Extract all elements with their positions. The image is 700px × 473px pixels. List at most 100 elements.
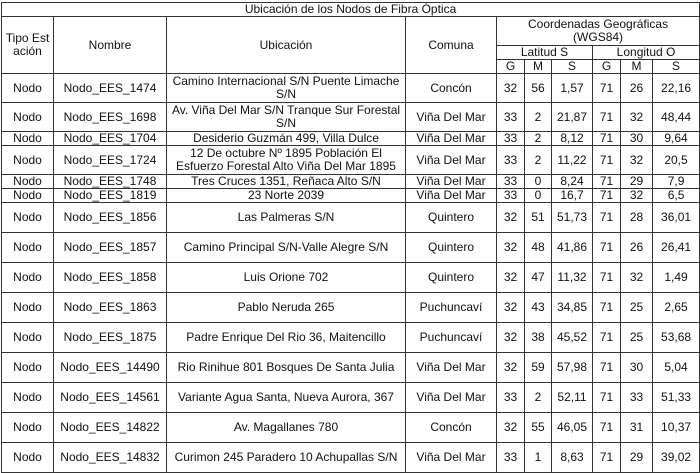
cell-nombre: Nodo_EES_1819 xyxy=(53,188,167,203)
cell-ubicacion: Tres Cruces 1351, Reñaca Alto S/N xyxy=(166,174,406,189)
cell-lat-m: 2 xyxy=(524,131,552,146)
cell-lon-m: 32 xyxy=(620,262,653,293)
cell-comuna: Viña Del Mar xyxy=(405,188,497,203)
cell-lon-s: 20,5 xyxy=(651,145,700,175)
table-row: Nodo Nodo_EES_1863 Pablo Neruda 265 Puchunc… xyxy=(1,292,700,323)
cell-lat-s: 11,32 xyxy=(551,262,593,293)
cell-nombre: Nodo_EES_1857 xyxy=(53,232,167,263)
cell-tipo: Nodo xyxy=(1,382,54,413)
cell-lat-m: 56 xyxy=(524,73,552,103)
table-row: Nodo Nodo_EES_14561 Variante Agua Santa, N… xyxy=(1,382,700,413)
table-row: Nodo Nodo_EES_1858 Luis Orione 702 Quintero… xyxy=(1,262,700,293)
table-title: Ubicación de los Nodos de Fibra Óptica xyxy=(0,2,700,17)
cell-lon-s: 10,37 xyxy=(651,412,700,443)
cell-ubicacion: Las Palmeras S/N xyxy=(166,202,406,233)
cell-lon-m: 29 xyxy=(620,442,653,473)
cell-lon-g: 71 xyxy=(592,131,621,146)
cell-lon-m: 29 xyxy=(620,174,653,189)
cell-lon-g: 71 xyxy=(592,322,621,353)
cell-lat-g: 33 xyxy=(496,442,525,473)
table-row: Nodo Nodo_EES_1875 Padre Enrique Del Rio 3… xyxy=(1,322,700,353)
cell-ubicacion: Luis Orione 702 xyxy=(166,262,406,293)
cell-lat-s: 21,87 xyxy=(551,102,593,132)
cell-lat-s: 52,11 xyxy=(551,382,593,413)
cell-comuna: Quintero xyxy=(405,202,497,233)
cell-comuna: Viña Del Mar xyxy=(405,442,497,473)
cell-lat-m: 2 xyxy=(524,382,552,413)
cell-lon-s: 7,9 xyxy=(651,174,700,189)
cell-comuna: Viña Del Mar xyxy=(405,131,497,146)
cell-tipo: Nodo xyxy=(1,352,54,383)
cell-lat-s: 34,85 xyxy=(551,292,593,323)
cell-lon-s: 48,44 xyxy=(651,102,700,132)
cell-nombre: Nodo_EES_1704 xyxy=(53,131,167,146)
cell-lon-m: 32 xyxy=(620,102,653,132)
cell-lon-m: 26 xyxy=(620,232,653,263)
cell-lat-m: 55 xyxy=(524,412,552,443)
cell-lon-s: 1,49 xyxy=(651,262,700,293)
table-row: Nodo Nodo_EES_1698 Av. Viña Del Mar S/N Tr… xyxy=(1,102,700,132)
cell-lat-g: 33 xyxy=(496,188,525,203)
cell-lon-s: 51,33 xyxy=(651,382,700,413)
cell-comuna: Puchuncaví xyxy=(405,292,497,323)
cell-ubicacion: Pablo Neruda 265 xyxy=(166,292,406,323)
cell-lon-g: 71 xyxy=(592,352,621,383)
cell-lat-s: 1,57 xyxy=(551,73,593,103)
cell-lon-m: 25 xyxy=(620,322,653,353)
cell-lon-m: 26 xyxy=(620,73,653,103)
cell-tipo: Nodo xyxy=(1,188,54,203)
table-row: Nodo Nodo_EES_1748 Tres Cruces 1351, Reñac… xyxy=(1,174,700,189)
cell-nombre: Nodo_EES_14832 xyxy=(53,442,167,473)
cell-lon-g: 71 xyxy=(592,232,621,263)
cell-nombre: Nodo_EES_1856 xyxy=(53,202,167,233)
cell-lat-g: 32 xyxy=(496,73,525,103)
cell-lon-s: 9,64 xyxy=(651,131,700,146)
table-row: Nodo Nodo_EES_14490 Rio Rinihue 801 Bosque… xyxy=(1,352,700,383)
cell-tipo: Nodo xyxy=(1,174,54,189)
cell-lat-s: 41,86 xyxy=(551,232,593,263)
header-lat-g: G xyxy=(496,59,525,74)
cell-ubicacion: Curimon 245 Paradero 10 Achupallas S/N xyxy=(166,442,406,473)
cell-nombre: Nodo_EES_1858 xyxy=(53,262,167,293)
cell-lon-m: 31 xyxy=(620,412,653,443)
cell-lat-s: 8,24 xyxy=(551,174,593,189)
cell-comuna: Quintero xyxy=(405,262,497,293)
cell-ubicacion: 23 Norte 2039 xyxy=(166,188,406,203)
table-row: Nodo Nodo_EES_14832 Curimon 245 Paradero 1… xyxy=(1,442,700,473)
cell-tipo: Nodo xyxy=(1,322,54,353)
cell-lon-s: 2,65 xyxy=(651,292,700,323)
cell-lat-g: 33 xyxy=(496,174,525,189)
cell-lat-s: 57,98 xyxy=(551,352,593,383)
cell-lon-g: 71 xyxy=(592,174,621,189)
cell-lat-s: 11,22 xyxy=(551,145,593,175)
cell-lon-g: 71 xyxy=(592,145,621,175)
cell-ubicacion: Av. Magallanes 780 xyxy=(166,412,406,443)
cell-lat-m: 48 xyxy=(524,232,552,263)
cell-lat-m: 1 xyxy=(524,442,552,473)
cell-lat-s: 8,63 xyxy=(551,442,593,473)
cell-lat-g: 32 xyxy=(496,202,525,233)
cell-lon-g: 71 xyxy=(592,382,621,413)
cell-nombre: Nodo_EES_1863 xyxy=(53,292,167,323)
cell-comuna: Concón xyxy=(405,73,497,103)
cell-ubicacion: Camino Internacional S/N Puente Limache … xyxy=(166,73,406,103)
table-row: Nodo Nodo_EES_1704 Desiderio Guzmán 499, V… xyxy=(1,131,700,146)
cell-lon-m: 30 xyxy=(620,131,653,146)
cell-ubicacion: Av. Viña Del Mar S/N Tranque Sur Foresta… xyxy=(166,102,406,132)
cell-lat-g: 32 xyxy=(496,322,525,353)
header-coordenadas: Coordenadas Geográficas (WGS84) xyxy=(495,16,700,46)
cell-lon-s: 22,16 xyxy=(651,73,700,103)
table-row: Nodo Nodo_EES_1474 Camino Internacional S/… xyxy=(1,73,700,103)
cell-lon-s: 6,5 xyxy=(651,188,700,203)
cell-lon-m: 25 xyxy=(620,292,653,323)
cell-lat-s: 51,73 xyxy=(551,202,593,233)
cell-lon-m: 32 xyxy=(620,188,653,203)
table-row: Nodo Nodo_EES_1724 12 De octubre Nº 1895 P… xyxy=(1,145,700,175)
cell-tipo: Nodo xyxy=(1,232,54,263)
cell-lat-g: 32 xyxy=(496,292,525,323)
header-longitud: Longitud O xyxy=(591,45,700,60)
cell-tipo: Nodo xyxy=(1,442,54,473)
cell-lat-s: 46,05 xyxy=(551,412,593,443)
cell-tipo: Nodo xyxy=(1,102,54,132)
cell-lat-g: 32 xyxy=(496,262,525,293)
